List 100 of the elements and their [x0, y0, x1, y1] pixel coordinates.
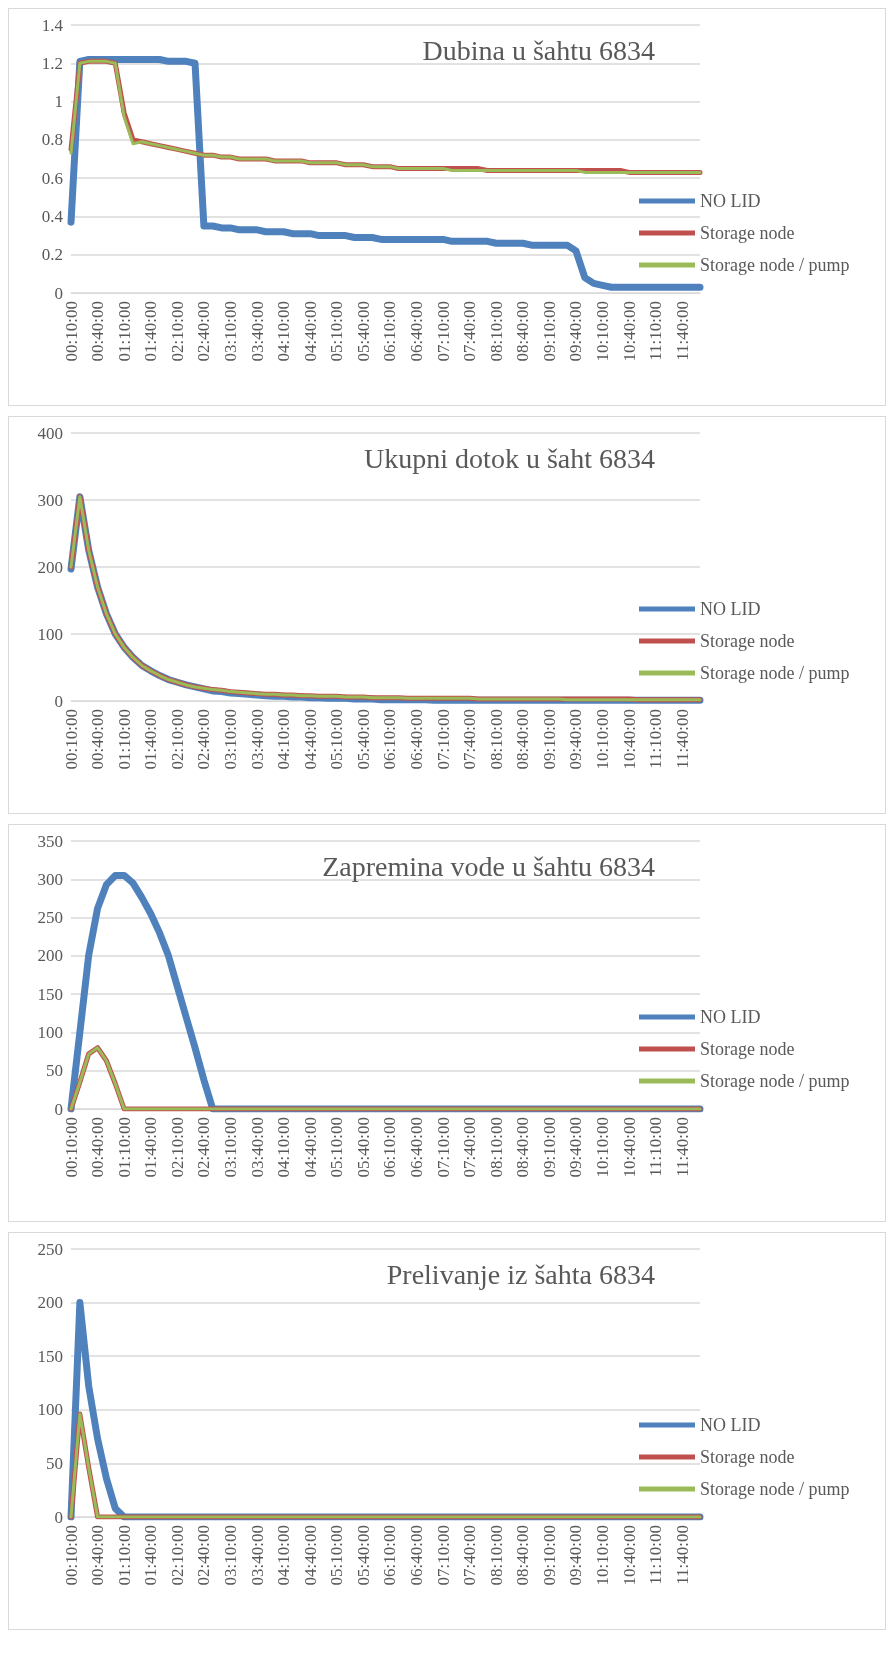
- x-tick-label: 05:10:00: [327, 1117, 347, 1178]
- x-tick-label: 07:10:00: [433, 709, 453, 770]
- x-tick-label: 06:10:00: [380, 1117, 400, 1178]
- x-tick-label: 01:10:00: [114, 301, 134, 362]
- y-tick-label: 400: [37, 423, 63, 443]
- x-tick-label: 06:40:00: [407, 1117, 427, 1178]
- x-tick-label: 06:40:00: [407, 301, 427, 362]
- x-tick-label: 09:10:00: [539, 709, 559, 770]
- x-tick-label: 05:40:00: [353, 709, 373, 770]
- x-tick-label: 09:10:00: [539, 1525, 559, 1586]
- y-tick-label: 250: [37, 908, 63, 928]
- x-tick-label: 01:40:00: [141, 1117, 161, 1178]
- y-tick-label: 1.2: [41, 53, 63, 73]
- x-tick-label: 11:10:00: [646, 709, 666, 769]
- x-tick-label: 04:10:00: [274, 709, 294, 770]
- x-tick-label: 03:10:00: [220, 301, 240, 362]
- y-tick-label: 300: [37, 490, 63, 510]
- x-tick-label: 09:40:00: [566, 1525, 586, 1586]
- legend-label: NO LID: [700, 1007, 761, 1027]
- y-tick-label: 0: [54, 691, 63, 711]
- y-tick-label: 0.6: [41, 168, 63, 188]
- y-tick-label: 300: [37, 869, 63, 889]
- x-tick-label: 07:40:00: [460, 301, 480, 362]
- x-tick-label: 03:40:00: [247, 709, 267, 770]
- y-tick-label: 100: [37, 1400, 63, 1420]
- x-tick-label: 04:40:00: [300, 709, 320, 770]
- x-tick-label: 02:10:00: [167, 1117, 187, 1178]
- x-tick-label: 07:40:00: [460, 709, 480, 770]
- x-tick-label: 03:10:00: [220, 1117, 240, 1178]
- x-tick-label: 05:10:00: [327, 709, 347, 770]
- y-tick-label: 0: [54, 1099, 63, 1119]
- x-tick-label: 08:10:00: [486, 301, 506, 362]
- legend-label: NO LID: [700, 599, 761, 619]
- y-tick-label: 0.8: [41, 130, 63, 150]
- y-tick-label: 250: [37, 1239, 63, 1259]
- y-tick-label: 200: [37, 557, 63, 577]
- x-tick-label: 06:10:00: [380, 709, 400, 770]
- x-tick-label: 09:40:00: [566, 301, 586, 362]
- y-tick-label: 0: [54, 283, 63, 303]
- x-tick-label: 10:40:00: [619, 1117, 639, 1178]
- x-tick-label: 07:10:00: [433, 1117, 453, 1178]
- x-tick-label: 01:10:00: [114, 1117, 134, 1178]
- x-tick-label: 10:10:00: [593, 1525, 613, 1586]
- x-tick-label: 01:40:00: [141, 709, 161, 770]
- legend-label: Storage node: [700, 631, 795, 651]
- x-tick-label: 00:10:00: [61, 301, 81, 362]
- x-tick-label: 09:40:00: [566, 709, 586, 770]
- y-tick-label: 100: [37, 1022, 63, 1042]
- y-tick-label: 150: [37, 984, 63, 1004]
- x-tick-label: 11:40:00: [672, 709, 692, 769]
- y-tick-label: 100: [37, 624, 63, 644]
- x-tick-label: 11:40:00: [672, 1117, 692, 1177]
- x-tick-label: 00:40:00: [88, 1525, 108, 1586]
- legend-label: Storage node: [700, 223, 795, 243]
- x-tick-label: 04:10:00: [274, 301, 294, 362]
- x-tick-label: 04:40:00: [300, 301, 320, 362]
- x-tick-label: 00:10:00: [61, 709, 81, 770]
- x-tick-label: 03:40:00: [247, 1117, 267, 1178]
- x-tick-label: 06:40:00: [407, 709, 427, 770]
- x-tick-label: 02:40:00: [194, 1525, 214, 1586]
- x-tick-label: 05:40:00: [353, 301, 373, 362]
- x-tick-label: 02:40:00: [194, 301, 214, 362]
- x-tick-label: 01:40:00: [141, 1525, 161, 1586]
- legend-label: NO LID: [700, 191, 761, 211]
- x-tick-label: 05:40:00: [353, 1117, 373, 1178]
- x-tick-label: 09:10:00: [539, 301, 559, 362]
- x-tick-label: 07:40:00: [460, 1117, 480, 1178]
- x-tick-label: 11:10:00: [646, 301, 666, 361]
- chart-title: Dubina u šahtu 6834: [422, 34, 655, 66]
- legend-label: Storage node / pump: [700, 1071, 850, 1091]
- y-tick-label: 50: [46, 1453, 63, 1473]
- x-tick-label: 01:40:00: [141, 301, 161, 362]
- x-tick-label: 08:40:00: [513, 1117, 533, 1178]
- x-tick-label: 04:10:00: [274, 1525, 294, 1586]
- y-tick-label: 50: [46, 1061, 63, 1081]
- legend-label: Storage node / pump: [700, 663, 850, 683]
- x-tick-label: 00:10:00: [61, 1525, 81, 1586]
- legend-label: Storage node / pump: [700, 255, 850, 275]
- x-tick-label: 02:10:00: [167, 301, 187, 362]
- x-tick-label: 03:10:00: [220, 709, 240, 770]
- x-tick-label: 10:40:00: [619, 709, 639, 770]
- x-tick-label: 11:10:00: [646, 1117, 666, 1177]
- x-tick-label: 02:40:00: [194, 1117, 214, 1178]
- x-tick-label: 00:40:00: [88, 1117, 108, 1178]
- chart-title: Ukupni dotok u šaht 6834: [364, 442, 656, 474]
- x-tick-label: 03:40:00: [247, 301, 267, 362]
- y-tick-label: 0: [54, 1507, 63, 1527]
- legend-label: NO LID: [700, 1415, 761, 1435]
- x-tick-label: 10:40:00: [619, 1525, 639, 1586]
- x-tick-label: 02:10:00: [167, 709, 187, 770]
- x-tick-label: 02:40:00: [194, 709, 214, 770]
- x-tick-label: 05:10:00: [327, 1525, 347, 1586]
- x-tick-label: 03:40:00: [247, 1525, 267, 1586]
- x-tick-label: 11:10:00: [646, 1525, 666, 1585]
- x-tick-label: 10:40:00: [619, 301, 639, 362]
- x-tick-label: 08:10:00: [486, 709, 506, 770]
- x-tick-label: 10:10:00: [593, 1117, 613, 1178]
- x-tick-label: 10:10:00: [593, 709, 613, 770]
- y-tick-label: 150: [37, 1346, 63, 1366]
- x-tick-label: 02:10:00: [167, 1525, 187, 1586]
